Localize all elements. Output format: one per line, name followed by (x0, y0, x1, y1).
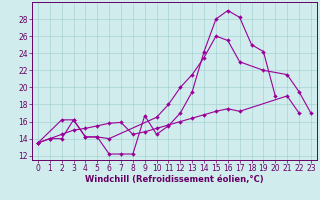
X-axis label: Windchill (Refroidissement éolien,°C): Windchill (Refroidissement éolien,°C) (85, 175, 264, 184)
